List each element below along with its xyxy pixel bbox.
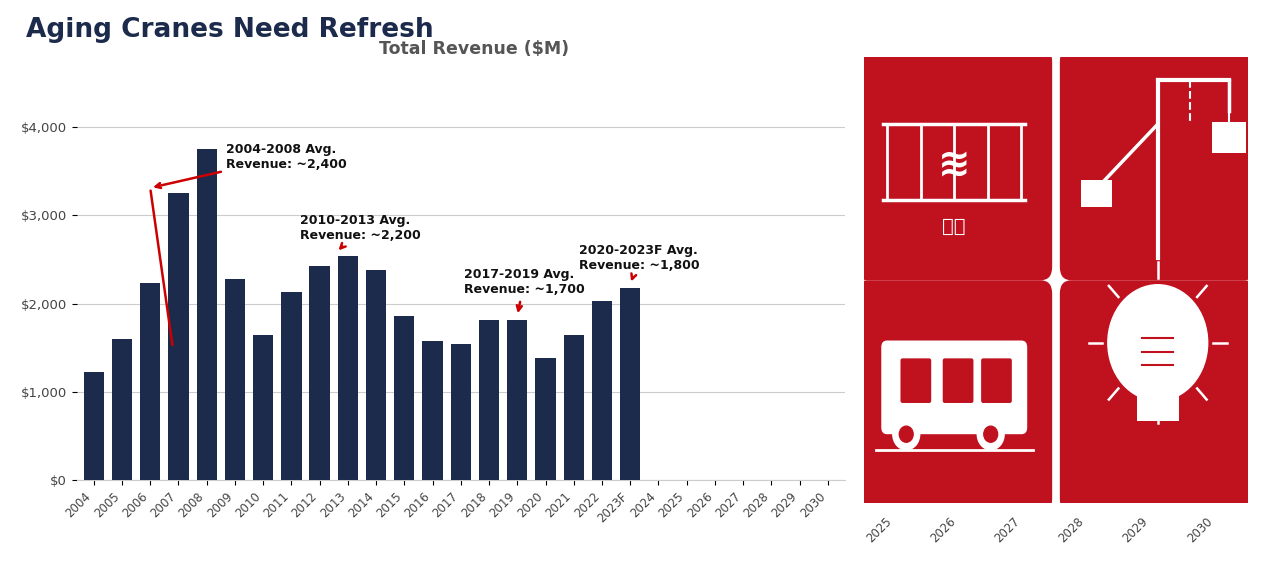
Text: 2027: 2027 — [992, 515, 1023, 545]
FancyBboxPatch shape — [942, 358, 974, 403]
Bar — [591, 301, 612, 480]
Bar — [535, 359, 556, 480]
Text: 2025: 2025 — [864, 515, 895, 545]
Text: 2026: 2026 — [928, 515, 959, 545]
Text: Aging Cranes Need Refresh: Aging Cranes Need Refresh — [26, 17, 433, 43]
FancyBboxPatch shape — [1060, 280, 1256, 513]
Bar — [394, 316, 415, 480]
Bar — [563, 335, 584, 480]
Bar — [282, 292, 302, 480]
Text: 2020-2023F Avg.
Revenue: ~1,800: 2020-2023F Avg. Revenue: ~1,800 — [580, 244, 700, 279]
FancyBboxPatch shape — [1060, 48, 1256, 280]
Circle shape — [978, 419, 1005, 450]
Bar — [338, 256, 358, 480]
Bar — [620, 288, 640, 480]
Text: 2010-2013 Avg.
Revenue: ~2,200: 2010-2013 Avg. Revenue: ~2,200 — [300, 213, 421, 248]
Bar — [253, 335, 274, 480]
Circle shape — [1107, 285, 1208, 401]
Text: 〰〰: 〰〰 — [942, 217, 966, 236]
Bar — [451, 344, 471, 480]
Text: ≋: ≋ — [938, 145, 970, 183]
FancyBboxPatch shape — [901, 358, 932, 403]
Bar — [140, 283, 160, 480]
FancyBboxPatch shape — [881, 340, 1028, 434]
Text: 2030: 2030 — [1184, 515, 1215, 545]
Bar — [507, 320, 527, 480]
FancyBboxPatch shape — [982, 358, 1012, 403]
Bar — [111, 339, 132, 480]
FancyBboxPatch shape — [856, 280, 1052, 513]
Circle shape — [900, 426, 913, 442]
Text: Total Revenue ($M): Total Revenue ($M) — [379, 40, 568, 58]
Text: 2029: 2029 — [1120, 515, 1151, 545]
Circle shape — [984, 426, 997, 442]
FancyBboxPatch shape — [1211, 122, 1247, 153]
Bar — [422, 341, 443, 480]
Bar — [83, 372, 104, 480]
Text: 2028: 2028 — [1056, 515, 1087, 545]
Text: 2017-2019 Avg.
Revenue: ~1,700: 2017-2019 Avg. Revenue: ~1,700 — [463, 268, 585, 311]
FancyBboxPatch shape — [856, 48, 1052, 280]
Bar — [225, 279, 244, 480]
Text: 2004-2008 Avg.
Revenue: ~2,400: 2004-2008 Avg. Revenue: ~2,400 — [156, 143, 347, 188]
Bar — [366, 270, 387, 480]
FancyBboxPatch shape — [1080, 180, 1111, 206]
Bar — [197, 149, 216, 480]
FancyBboxPatch shape — [1137, 394, 1179, 421]
Bar — [479, 320, 499, 480]
Bar — [310, 265, 330, 480]
Bar — [168, 193, 188, 480]
Circle shape — [893, 419, 920, 450]
